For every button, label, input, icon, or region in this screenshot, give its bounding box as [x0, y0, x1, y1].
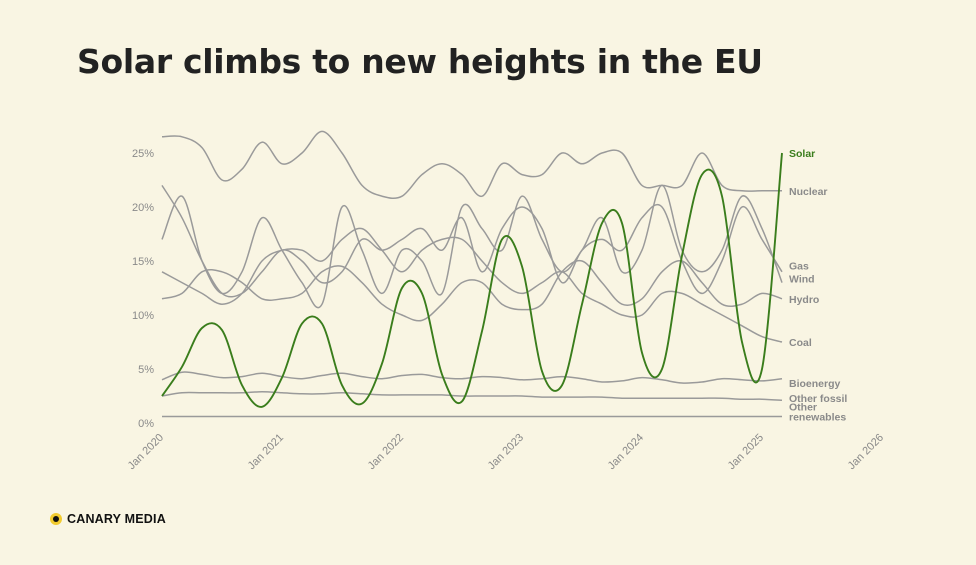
y-tick-label: 5% [138, 364, 154, 376]
y-tick-label: 20% [132, 202, 154, 214]
brand-logo: CANARY MEDIA [50, 512, 166, 526]
x-tick-label: Jan 2022 [366, 432, 406, 472]
series-line-gas [161, 185, 783, 298]
brand-name: CANARY MEDIA [67, 512, 166, 526]
y-axis: 0% 5% 10% 15% 20% 25% [132, 148, 154, 430]
x-tick-label: Jan 2021 [246, 432, 286, 472]
y-tick-label: 25% [132, 148, 154, 160]
x-tick-label: Jan 2024 [606, 432, 646, 472]
series-label-coal: Coal [789, 337, 812, 349]
series-line-other-fossil [161, 390, 783, 402]
series-label-bioenergy: Bioenergy [789, 378, 841, 390]
series-label-hydro: Hydro [789, 294, 819, 306]
x-tick-label: Jan 2023 [486, 432, 526, 472]
series-label-other-fossil: Other fossil [789, 393, 847, 405]
series-label-solar: Solar [789, 148, 815, 160]
series-label-wind: Wind [789, 273, 815, 285]
series-lines [161, 130, 783, 418]
y-tick-label: 10% [132, 310, 154, 322]
series-line-hydro [161, 259, 783, 322]
series-label-other-renewables: Other renewables [789, 402, 846, 424]
y-tick-label: 15% [132, 256, 154, 268]
x-tick-label: Jan 2020 [126, 432, 166, 472]
canary-dot-icon [50, 513, 62, 525]
series-label-gas: Gas [789, 260, 809, 272]
series-line-nuclear [161, 130, 782, 200]
series-line-bioenergy [161, 371, 783, 384]
series-label-nuclear: Nuclear [789, 186, 828, 198]
x-tick-label: Jan 2026 [846, 432, 886, 472]
series-line-solar [161, 152, 783, 408]
chart-title: Solar climbs to new heights in the EU [77, 42, 763, 81]
x-tick-label: Jan 2025 [726, 432, 766, 472]
series-line-wind [161, 184, 783, 309]
y-tick-label: 0% [138, 418, 154, 430]
series-line-coal [161, 227, 783, 343]
x-axis: Jan 2020 Jan 2021 Jan 2022 Jan 2023 Jan 2024… [126, 432, 886, 472]
